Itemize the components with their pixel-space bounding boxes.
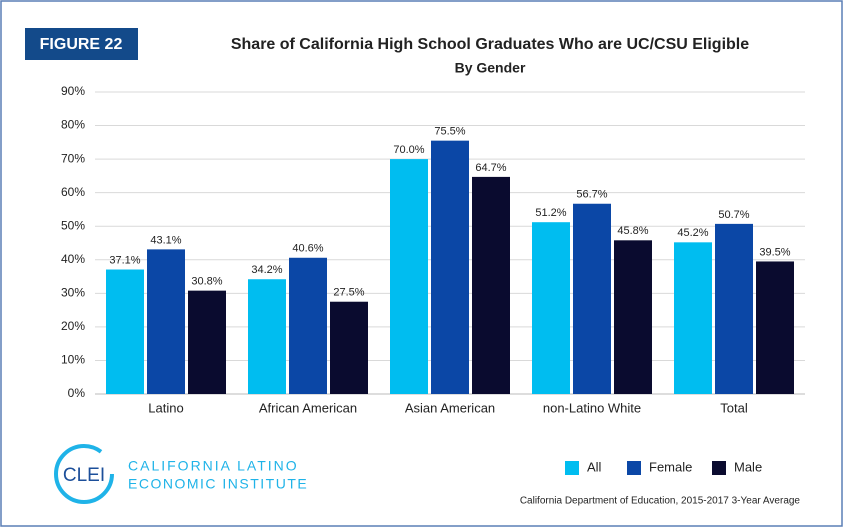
value-label: 34.2%	[251, 264, 282, 276]
value-label: 43.1%	[150, 234, 181, 246]
value-label: 40.6%	[292, 243, 323, 255]
value-label: 37.1%	[109, 254, 140, 266]
legend-swatch	[565, 461, 579, 475]
legend-swatch	[712, 461, 726, 475]
bar	[390, 159, 428, 394]
y-tick-label: 40%	[61, 252, 85, 266]
y-tick-label: 80%	[61, 118, 85, 132]
bar	[756, 261, 794, 394]
value-label: 64.7%	[475, 162, 506, 174]
bar	[248, 279, 286, 394]
legend-swatch	[627, 461, 641, 475]
value-label: 45.2%	[677, 227, 708, 239]
chart-title: Share of California High School Graduate…	[231, 36, 749, 53]
chart-subtitle: By Gender	[455, 60, 526, 76]
x-tick-label: non-Latino White	[543, 400, 641, 415]
legend-label: All	[587, 459, 602, 474]
value-label: 50.7%	[718, 209, 749, 221]
bar	[573, 203, 611, 394]
logo-abbr: CLEI	[63, 465, 105, 486]
y-tick-label: 50%	[61, 218, 85, 232]
bar	[188, 290, 226, 394]
value-label: 45.8%	[617, 225, 648, 237]
logo-ring	[54, 444, 114, 504]
x-tick-label: Latino	[148, 400, 183, 415]
value-label: 70.0%	[393, 144, 424, 156]
bar	[614, 240, 652, 394]
value-label: 30.8%	[191, 276, 222, 288]
y-tick-label: 70%	[61, 151, 85, 165]
value-label: 51.2%	[535, 207, 566, 219]
bar	[715, 223, 753, 394]
y-tick-label: 20%	[61, 319, 85, 333]
source-note: California Department of Education, 2015…	[520, 496, 801, 507]
y-tick-label: 60%	[61, 185, 85, 199]
logo-line: CALIFORNIA LATINO	[128, 458, 299, 474]
bar	[674, 242, 712, 394]
bar	[289, 257, 327, 394]
bar	[106, 269, 144, 394]
logo: CLEI CALIFORNIA LATINO ECONOMIC INSTITUT…	[54, 444, 308, 504]
value-label: 39.5%	[759, 246, 790, 258]
y-tick-label: 30%	[61, 286, 85, 300]
legend-label: Female	[649, 459, 692, 474]
value-label: 75.5%	[434, 126, 465, 138]
bar	[472, 176, 510, 394]
bar	[147, 249, 185, 394]
bar	[330, 301, 368, 394]
logo-line: ECONOMIC INSTITUTE	[128, 476, 308, 492]
figure-label: FIGURE 22	[40, 36, 123, 53]
x-tick-label: African American	[259, 400, 357, 415]
value-label: 56.7%	[576, 189, 607, 201]
y-tick-label: 10%	[61, 353, 85, 367]
bar	[431, 140, 469, 394]
legend-label: Male	[734, 459, 762, 474]
x-tick-label: Asian American	[405, 400, 495, 415]
y-tick-label: 90%	[61, 84, 85, 98]
x-tick-label: Total	[720, 400, 748, 415]
bar	[532, 222, 570, 394]
value-label: 27.5%	[333, 287, 364, 299]
y-tick-label: 0%	[68, 386, 86, 400]
figure-badge	[25, 28, 138, 60]
